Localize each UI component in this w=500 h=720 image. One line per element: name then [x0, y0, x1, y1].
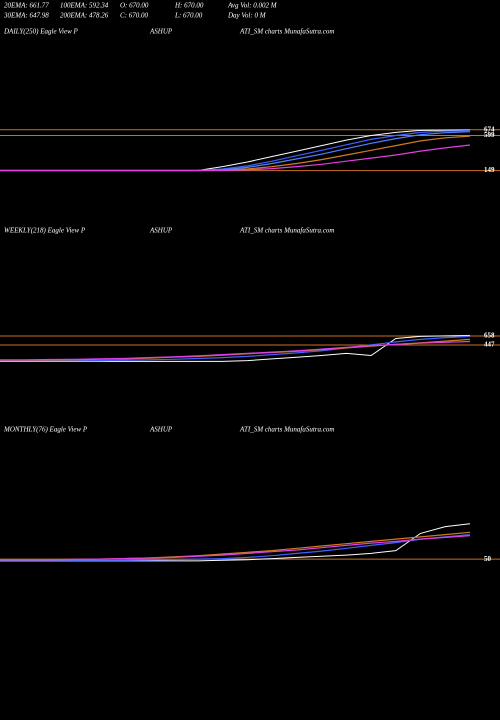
price-line — [0, 535, 471, 561]
header-stat: Day Vol: 0 M — [227, 12, 267, 20]
level-label: 50 — [484, 555, 492, 563]
price-line — [0, 335, 471, 362]
panel-source: ATI_SM charts MunafaSutra.com — [239, 426, 334, 434]
level-label: 149 — [484, 166, 495, 174]
level-label: 447 — [484, 341, 495, 349]
panel-source: ATI_SM charts MunafaSutra.com — [239, 28, 334, 36]
panel-source: ATI_SM charts MunafaSutra.com — [239, 227, 334, 235]
price-line — [0, 335, 471, 362]
panel-title: DAILY(250) Eagle View P — [3, 28, 79, 36]
header-stat: Avg Vol: 0.002 M — [227, 2, 278, 10]
level-label: 674 — [484, 125, 495, 133]
level-label: 599 — [484, 131, 495, 139]
level-label: 658 — [484, 332, 495, 340]
panel-title: WEEKLY(218) Eagle View P — [4, 227, 86, 235]
header-stat: 20EMA: 661.77 — [4, 2, 49, 10]
price-line — [0, 144, 471, 172]
panel-symbol: ASHUP — [149, 227, 173, 235]
panel-symbol: ASHUP — [149, 28, 173, 36]
price-line — [0, 340, 471, 361]
header-stat: L: 670.00 — [174, 12, 203, 20]
header-stat: 30EMA: 647.98 — [3, 12, 49, 20]
price-line — [0, 534, 471, 561]
panel-symbol: ASHUP — [149, 426, 173, 434]
header-stat: H: 670.00 — [174, 2, 204, 10]
header-stat: 100EMA: 592.34 — [60, 2, 109, 10]
panel-title: MONTHLY(76) Eagle View P — [3, 426, 88, 434]
header-stat: C: 670.00 — [120, 12, 149, 20]
header-stat: 200EMA: 478.26 — [60, 12, 109, 20]
header-stat: O: 670.00 — [120, 2, 149, 10]
price-line — [0, 523, 471, 562]
